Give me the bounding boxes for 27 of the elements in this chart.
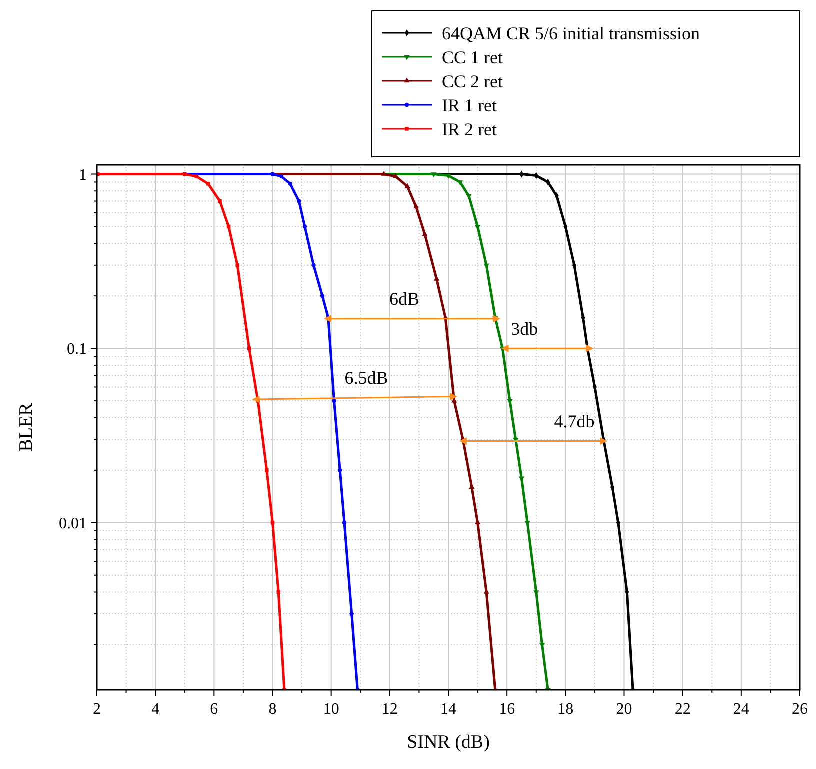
legend-label: IR 1 ret <box>442 95 497 116</box>
annotation: 3db <box>511 318 538 339</box>
x-tick-label: 8 <box>268 701 277 718</box>
x-tick-label: 16 <box>499 701 516 718</box>
x-tick-label: 20 <box>616 701 632 718</box>
x-tick-label: 10 <box>323 701 340 718</box>
legend-label: IR 2 ret <box>442 119 497 140</box>
x-tick-label: 6 <box>210 701 218 718</box>
legend-label: CC 1 ret <box>442 47 503 68</box>
y-tick-label: 0.1 <box>67 341 87 358</box>
annotation: 4.7db <box>554 412 595 432</box>
x-tick-label: 12 <box>382 701 398 718</box>
annotation: 6.5dB <box>344 368 388 388</box>
legend-label: 64QAM CR 5/6 initial transmission <box>442 23 700 44</box>
y-tick-label: 1 <box>79 166 87 184</box>
x-axis-title: SINR (dB) <box>407 732 490 753</box>
x-tick-label: 22 <box>674 701 691 718</box>
y-tick-label: 0.01 <box>59 515 87 532</box>
x-tick-label: 14 <box>440 701 456 718</box>
x-tick-label: 4 <box>152 701 160 718</box>
x-tick-label: 18 <box>558 701 574 718</box>
annotation: 6dB <box>390 289 420 310</box>
x-tick-label: 2 <box>93 701 101 718</box>
x-tick-label: 26 <box>792 701 808 718</box>
legend-label: CC 2 ret <box>442 71 503 92</box>
x-tick-label: 24 <box>733 701 750 718</box>
y-axis-title: BLER <box>16 402 37 452</box>
